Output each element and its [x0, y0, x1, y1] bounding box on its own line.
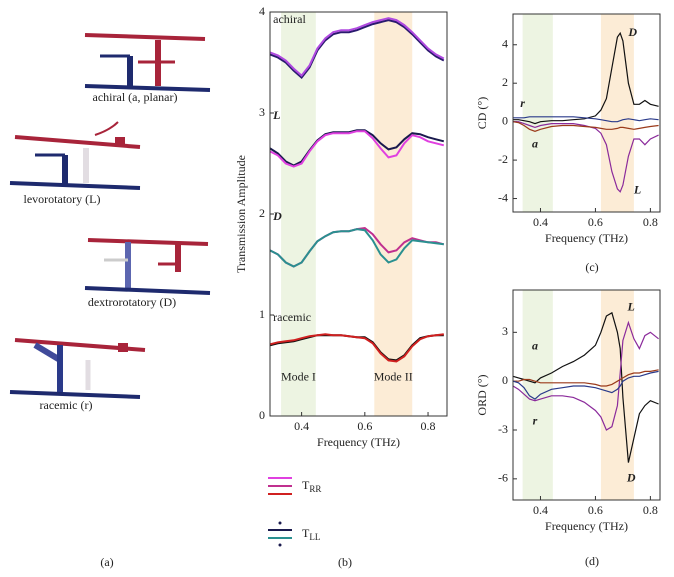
mode-band: [281, 12, 316, 416]
series-line: [513, 31, 659, 125]
curve-label: a: [532, 136, 538, 150]
plot-frame: [512, 289, 661, 501]
series-line: [269, 19, 445, 80]
curve-label: a: [532, 339, 538, 353]
series-line: [269, 130, 445, 168]
panel-label: (c): [585, 260, 598, 274]
y-axis-title: ORD (°): [475, 374, 489, 415]
x-axis-title: Frequency (THz): [317, 435, 400, 449]
series-line: [512, 121, 659, 132]
curve-label: Mode I: [281, 369, 316, 383]
y-tick-label: -6: [498, 471, 508, 485]
x-axis-title: Frequency (THz): [545, 519, 628, 533]
mode-band: [374, 12, 413, 416]
structure-dextrorotatory: [84, 238, 211, 295]
structure-levorotatory: [9, 121, 141, 190]
y-tick-label: 3: [259, 105, 265, 119]
mode-band: [522, 14, 553, 212]
y-tick-label: 4: [259, 4, 265, 18]
y-tick-label: 1: [259, 307, 265, 321]
y-tick-label: -3: [498, 422, 508, 436]
curve-label: r: [533, 414, 538, 428]
y-tick-label: 0: [502, 373, 508, 387]
structure-label: achiral (a, planar): [93, 90, 178, 104]
panel-label: (d): [585, 554, 599, 568]
legend-dot: [278, 543, 282, 547]
legend-text: T: [302, 478, 310, 492]
curve-label: Mode II: [374, 369, 413, 383]
structure-label: racemic (r): [40, 398, 93, 412]
x-tick-label: 0.8: [421, 419, 436, 433]
mode-band: [600, 14, 634, 212]
legend-label: TLL: [302, 526, 320, 542]
structure-racemic: [9, 338, 146, 399]
x-tick-label: 0.6: [588, 215, 603, 229]
plot-frame: [512, 13, 661, 213]
series-line: [513, 116, 659, 123]
curve-label: D: [626, 471, 636, 485]
legend-dot: [278, 521, 282, 525]
plot: 0.4 0.6 0.8 -6 -3 0 3 La r D Frequency (THz) ORD (°…: [475, 289, 661, 533]
structure-achiral: [84, 33, 211, 92]
y-tick-label: 0: [502, 113, 508, 127]
series-line: [512, 320, 659, 431]
y-tick-label: 3: [502, 324, 508, 338]
legend-label: TRR: [302, 478, 321, 494]
series-line: [512, 370, 659, 400]
structure-label: levorotatory (L): [24, 192, 101, 206]
legend-subscript: RR: [309, 484, 321, 494]
y-tick-label: 2: [502, 75, 508, 89]
legend-text: T: [302, 526, 310, 540]
y-tick-label: 2: [259, 206, 265, 220]
y-tick-label: 0: [259, 408, 265, 422]
structure-label: dextrorotatory (D): [88, 295, 176, 309]
curve-label: D: [627, 25, 637, 39]
y-axis-title: CD (°): [475, 97, 489, 129]
series-line: [512, 311, 659, 463]
series-line: [269, 333, 444, 363]
curve-label: racemic: [273, 310, 311, 324]
curve-label: L: [626, 300, 634, 314]
mode-band: [522, 290, 553, 500]
series-line: [269, 228, 444, 268]
structures: [9, 33, 211, 399]
curve-label: achiral: [273, 12, 306, 26]
x-tick-label: 0.8: [643, 215, 658, 229]
x-tick-label: 0.6: [357, 419, 372, 433]
y-tick-label: -4: [498, 190, 508, 204]
curve-label: L: [272, 108, 280, 122]
panel-label: (b): [338, 555, 352, 569]
mode-band: [600, 290, 634, 500]
legend-subscript: LL: [309, 532, 320, 542]
curve-label: r: [520, 96, 525, 110]
x-tick-label: 0.4: [533, 503, 548, 517]
y-axis-title: Transmission Amplitude: [234, 155, 248, 273]
plot-frame: [269, 11, 448, 417]
x-tick-label: 0.8: [643, 503, 658, 517]
series-line: [513, 369, 659, 387]
series-line: [269, 17, 445, 78]
y-tick-label: 4: [502, 37, 508, 51]
x-tick-label: 0.4: [294, 419, 309, 433]
curve-label: L: [633, 183, 641, 197]
curve-label: D: [272, 209, 282, 223]
panel-label: (a): [100, 555, 113, 569]
series-line: [513, 121, 659, 193]
plot: 0.4 0.6 0.8 -4 -2 0 2 4 D Lr a Frequency (THz) CD (°…: [475, 13, 661, 245]
x-axis-title: Frequency (THz): [545, 231, 628, 245]
x-tick-label: 0.6: [588, 503, 603, 517]
x-tick-label: 0.4: [533, 215, 548, 229]
y-tick-label: -2: [498, 152, 508, 166]
